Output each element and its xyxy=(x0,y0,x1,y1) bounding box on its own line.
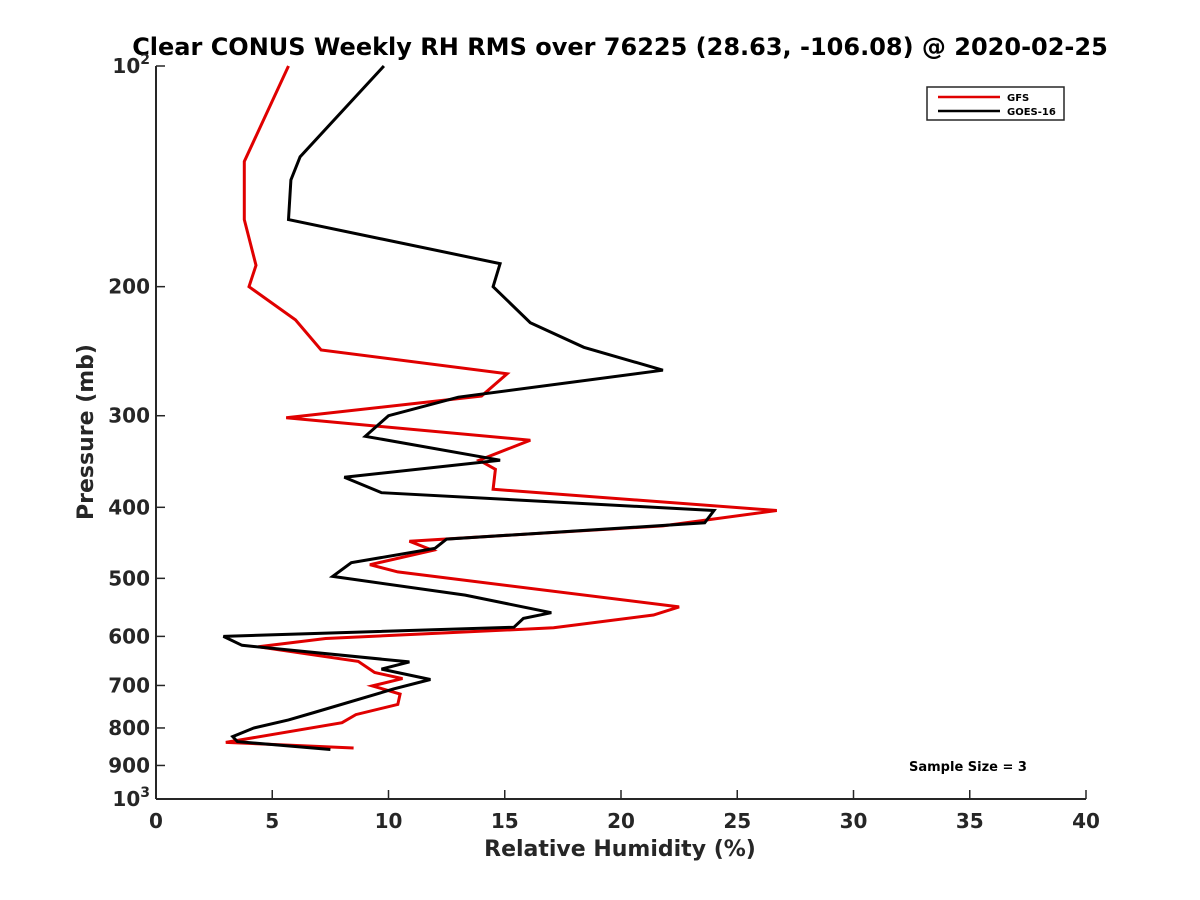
y-tick-label: 600 xyxy=(108,624,150,648)
y-tick-label: 400 xyxy=(108,495,150,519)
x-ticks: 0 5 10 15 20 25 30 35 40 xyxy=(149,790,1100,833)
y-tick-label: 700 xyxy=(108,673,150,697)
y-tick-label: 103 xyxy=(112,785,150,811)
x-axis-label: Relative Humidity (%) xyxy=(484,837,756,862)
y-ticks: 102 200 300 400 500 600 700 800 900 103 xyxy=(108,52,165,811)
x-tick-label: 10 xyxy=(375,809,403,833)
x-tick-label: 30 xyxy=(840,809,868,833)
x-tick-label: 20 xyxy=(607,809,635,833)
x-tick-label: 40 xyxy=(1072,809,1100,833)
chart-title: Clear CONUS Weekly RH RMS over 76225 (28… xyxy=(132,33,1108,61)
legend-box xyxy=(926,86,1065,121)
y-tick-label: 300 xyxy=(108,404,150,428)
y-tick-label: 800 xyxy=(108,716,150,740)
y-tick-label: 500 xyxy=(108,566,150,590)
series-lines xyxy=(222,64,778,751)
legend-gfs-label: GFS xyxy=(1007,93,1029,104)
y-tick-label: 102 xyxy=(112,52,150,78)
sample-size-annotation: Sample Size = 3 xyxy=(909,760,1027,775)
series-line-gfs xyxy=(225,65,778,750)
series-line-goes-16 xyxy=(222,64,717,751)
legend: GFS GOES-16 xyxy=(926,86,1065,121)
x-tick-label: 0 xyxy=(149,809,163,833)
x-tick-label: 35 xyxy=(956,809,984,833)
x-tick-label: 25 xyxy=(723,809,751,833)
axes xyxy=(155,66,1086,800)
legend-goes16-label: GOES-16 xyxy=(1007,107,1056,118)
y-axis-label: Pressure (mb) xyxy=(74,344,99,520)
y-tick-label: 200 xyxy=(108,275,150,299)
y-tick-label: 900 xyxy=(108,753,150,777)
x-tick-label: 15 xyxy=(491,809,519,833)
x-tick-label: 5 xyxy=(265,809,279,833)
